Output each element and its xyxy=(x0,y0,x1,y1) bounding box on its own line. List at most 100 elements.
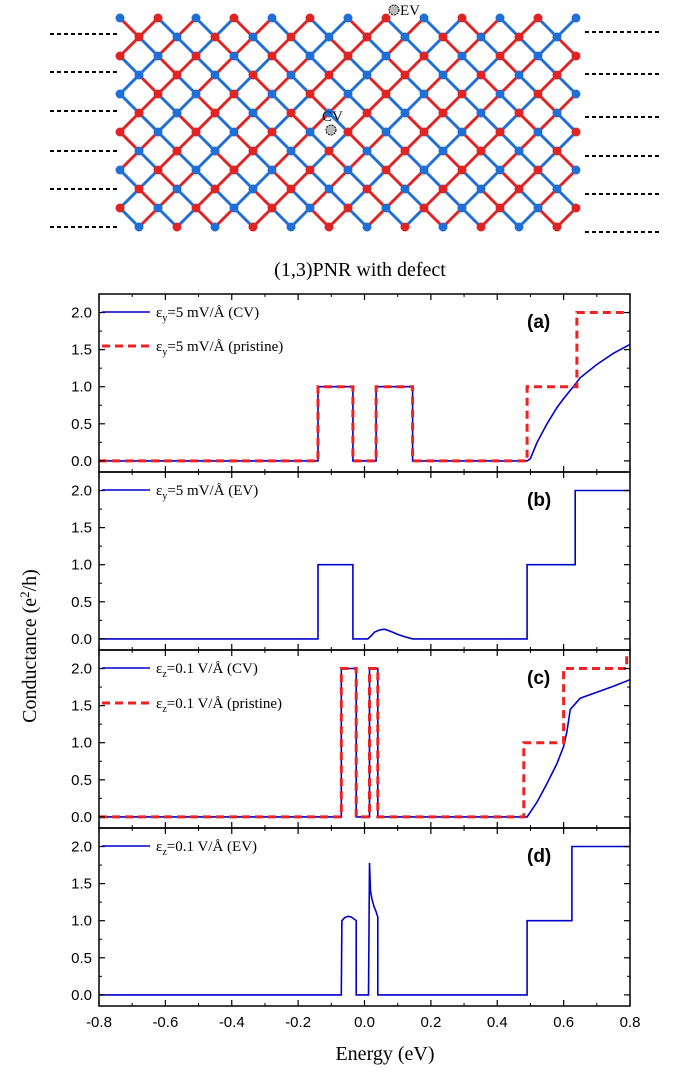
atom xyxy=(514,184,524,194)
series-line-1 xyxy=(99,343,630,462)
atom xyxy=(362,108,372,118)
phosphorene-nanoribbon-structure: EV CV xyxy=(50,3,660,233)
atom xyxy=(286,108,296,118)
panel-label: (d) xyxy=(527,846,551,867)
legend-label: εy=5 mV/Å (CV) xyxy=(156,305,259,324)
y-tick-label: 1.0 xyxy=(71,913,92,930)
atom xyxy=(552,108,562,118)
atom xyxy=(343,51,353,61)
atom xyxy=(267,13,277,23)
atom xyxy=(362,146,372,156)
atom xyxy=(533,203,543,213)
atom xyxy=(419,165,429,175)
atom xyxy=(552,222,562,232)
y-tick-label: 2.0 xyxy=(71,839,92,856)
atom xyxy=(134,184,144,194)
atom xyxy=(419,89,429,99)
atom xyxy=(533,165,543,175)
x-tick-label: 0.6 xyxy=(553,1014,574,1031)
atom xyxy=(381,203,391,213)
legend-label: εz=0.1 V/Å (pristine) xyxy=(156,696,282,715)
atom xyxy=(495,13,505,23)
atom xyxy=(115,89,125,99)
atom xyxy=(324,184,334,194)
x-tick-label: -0.4 xyxy=(219,1014,245,1031)
atom xyxy=(457,165,467,175)
atom xyxy=(419,51,429,61)
panel-label: (c) xyxy=(527,668,550,689)
x-tick-label: -0.6 xyxy=(152,1014,178,1031)
atom xyxy=(495,127,505,137)
y-tick-label: 0.0 xyxy=(71,631,92,648)
atom xyxy=(115,51,125,61)
atom xyxy=(191,13,201,23)
atom xyxy=(343,89,353,99)
atom xyxy=(229,89,239,99)
x-tick-label: 0.4 xyxy=(487,1014,508,1031)
atom xyxy=(115,165,125,175)
atom xyxy=(381,51,391,61)
atom xyxy=(400,108,410,118)
atom xyxy=(153,89,163,99)
atom xyxy=(514,108,524,118)
series-line-2 xyxy=(99,311,630,463)
atom xyxy=(362,70,372,80)
atom xyxy=(457,13,467,23)
atom xyxy=(305,165,315,175)
atom xyxy=(457,51,467,61)
atom xyxy=(362,222,372,232)
atom xyxy=(495,203,505,213)
atom xyxy=(134,70,144,80)
atom xyxy=(514,70,524,80)
atom xyxy=(476,32,486,42)
atom xyxy=(191,165,201,175)
atom xyxy=(210,70,220,80)
series-group xyxy=(99,653,630,819)
atom xyxy=(324,146,334,156)
atom xyxy=(286,222,296,232)
atom xyxy=(552,32,562,42)
atom xyxy=(476,146,486,156)
atom xyxy=(305,51,315,61)
atom xyxy=(134,146,144,156)
panel-c: 0.0 0.5 1.0 1.5 2.0 (c) εz=0.1 V/Å (CV) εz=0.1 … xyxy=(71,649,631,829)
atom xyxy=(172,70,182,80)
atom xyxy=(571,13,581,23)
conductance-plots: 0.0 0.5 1.0 1.5 2.0 (a) εy=5 mV/Å (CV) εy=5 mV/… xyxy=(71,293,640,1031)
atom xyxy=(476,108,486,118)
y-tick-label: 1.0 xyxy=(71,735,92,752)
y-tick-label: 0.5 xyxy=(71,594,92,611)
atom xyxy=(248,184,258,194)
atom xyxy=(115,203,125,213)
atom xyxy=(400,146,410,156)
y-tick-label: 0.5 xyxy=(71,772,92,789)
atom xyxy=(438,108,448,118)
y-tick-label: 2.0 xyxy=(71,661,92,678)
atom xyxy=(153,165,163,175)
atom xyxy=(286,184,296,194)
atom xyxy=(286,70,296,80)
series-group xyxy=(99,311,630,463)
y-tick-label: 1.0 xyxy=(71,379,92,396)
atom xyxy=(457,203,467,213)
atom xyxy=(210,222,220,232)
atom xyxy=(533,89,543,99)
atom xyxy=(533,127,543,137)
y-tick-label: 1.0 xyxy=(71,557,92,574)
atom xyxy=(267,203,277,213)
atom xyxy=(400,32,410,42)
atom xyxy=(533,13,543,23)
atom xyxy=(229,51,239,61)
atom xyxy=(343,127,353,137)
atom xyxy=(571,203,581,213)
y-tick-label: 1.5 xyxy=(71,520,92,537)
panel-a: 0.0 0.5 1.0 1.5 2.0 (a) εy=5 mV/Å (CV) εy=5 mV/… xyxy=(71,293,631,473)
atom xyxy=(248,222,258,232)
y-tick-label: 0.0 xyxy=(71,809,92,826)
atom xyxy=(343,165,353,175)
atom xyxy=(381,89,391,99)
series-group xyxy=(99,845,630,996)
cv-defect-label: CV xyxy=(322,109,343,125)
atom xyxy=(305,203,315,213)
